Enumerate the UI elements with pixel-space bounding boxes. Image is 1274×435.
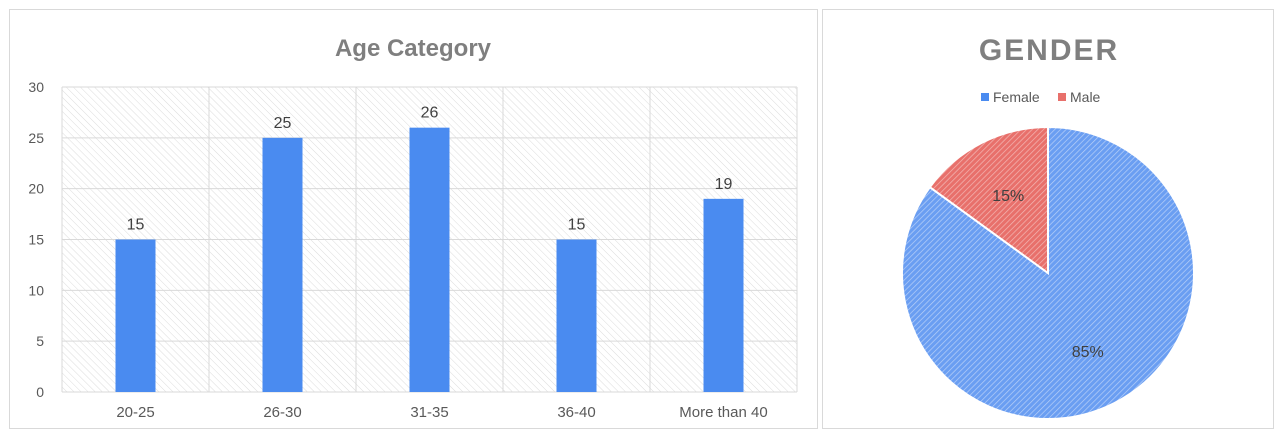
y-tick-label: 0	[36, 384, 44, 400]
x-tick-label: 36-40	[557, 404, 595, 421]
bar	[115, 239, 156, 392]
bar-chart-title: Age Category	[335, 35, 492, 62]
bar	[262, 137, 303, 392]
pie-data-label-male: 15%	[992, 188, 1024, 205]
bar	[703, 198, 744, 392]
bar-data-label: 26	[421, 105, 439, 122]
x-tick-label: 26-30	[263, 404, 301, 421]
pie-chart-title: GENDER	[979, 34, 1119, 67]
y-tick-label: 15	[28, 232, 44, 248]
age-category-chart-panel: Age Category 0 5 10 15 20 25 30 15 25 26 15 19 20-…	[9, 9, 818, 429]
legend-label-female: Female	[993, 89, 1040, 105]
bar-data-label: 15	[127, 217, 145, 234]
x-axis: 20-25 26-30 31-35 36-40 More than 40	[116, 404, 767, 421]
bar	[409, 127, 450, 393]
pie-slices	[901, 125, 1195, 420]
legend-swatch-male	[1058, 93, 1066, 101]
data-labels: 15 25 26 15 19	[127, 105, 733, 234]
y-tick-label: 30	[28, 79, 44, 95]
pie-legend: Female Male	[981, 89, 1101, 105]
x-tick-label: 31-35	[410, 404, 448, 421]
pie-labels: 85% 15%	[992, 188, 1104, 361]
y-tick-label: 20	[28, 181, 44, 197]
y-tick-label: 5	[36, 333, 44, 349]
gender-chart-panel: GENDER Female Male 85% 15%	[822, 9, 1274, 429]
bar-data-label: 25	[274, 115, 292, 132]
pie-slice-male	[928, 125, 1049, 275]
legend-label-male: Male	[1070, 89, 1101, 105]
y-axis: 0 5 10 15 20 25 30	[28, 79, 44, 400]
pie-data-label-female: 85%	[1072, 344, 1104, 361]
legend-swatch-female	[981, 93, 989, 101]
age-category-chart: Age Category 0 5 10 15 20 25 30 15 25 26 15 19 20-…	[28, 35, 798, 421]
bar-data-label: 19	[715, 176, 733, 193]
gender-chart: GENDER Female Male 85% 15%	[901, 34, 1195, 420]
x-tick-label: 20-25	[116, 404, 154, 421]
bars	[115, 127, 744, 393]
bar-data-label: 15	[568, 217, 586, 234]
y-tick-label: 10	[28, 282, 44, 298]
x-tick-label: More than 40	[679, 404, 767, 421]
bar	[556, 239, 597, 392]
y-tick-label: 25	[28, 130, 44, 146]
